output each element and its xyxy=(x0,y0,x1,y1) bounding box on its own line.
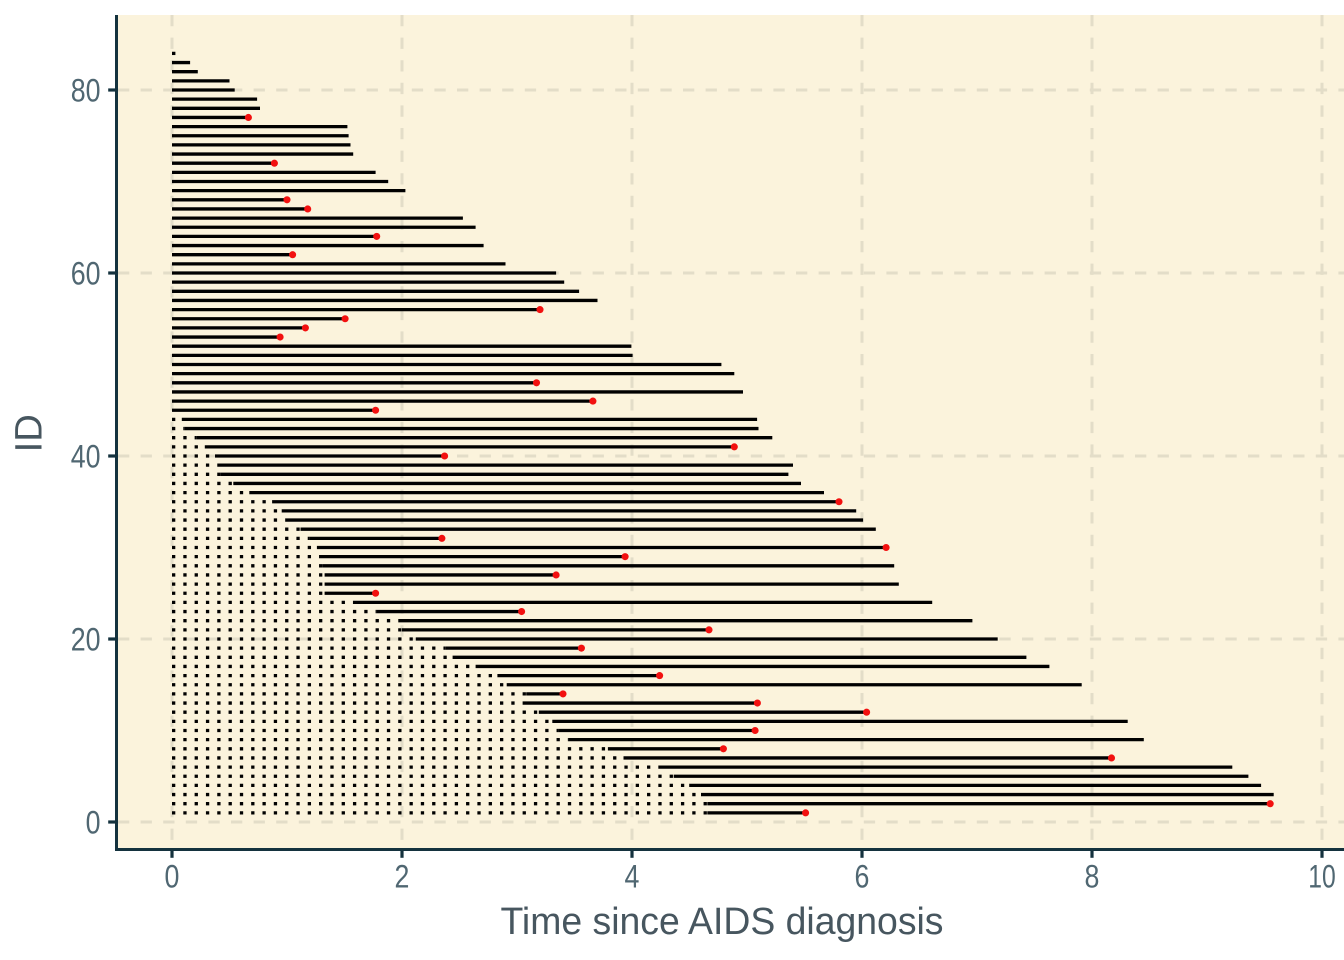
svg-text:Time since AIDS diagnosis: Time since AIDS diagnosis xyxy=(501,900,944,943)
svg-text:0: 0 xyxy=(86,805,101,841)
svg-text:8: 8 xyxy=(1085,859,1100,895)
svg-text:4: 4 xyxy=(625,859,640,895)
svg-text:ID: ID xyxy=(8,414,51,452)
svg-text:2: 2 xyxy=(395,859,410,895)
svg-text:0: 0 xyxy=(165,859,180,895)
svg-text:20: 20 xyxy=(71,622,101,658)
svg-text:10: 10 xyxy=(1308,859,1336,895)
svg-text:60: 60 xyxy=(71,256,101,292)
svg-text:6: 6 xyxy=(855,859,870,895)
svg-text:80: 80 xyxy=(71,73,101,109)
svg-text:40: 40 xyxy=(71,439,101,475)
